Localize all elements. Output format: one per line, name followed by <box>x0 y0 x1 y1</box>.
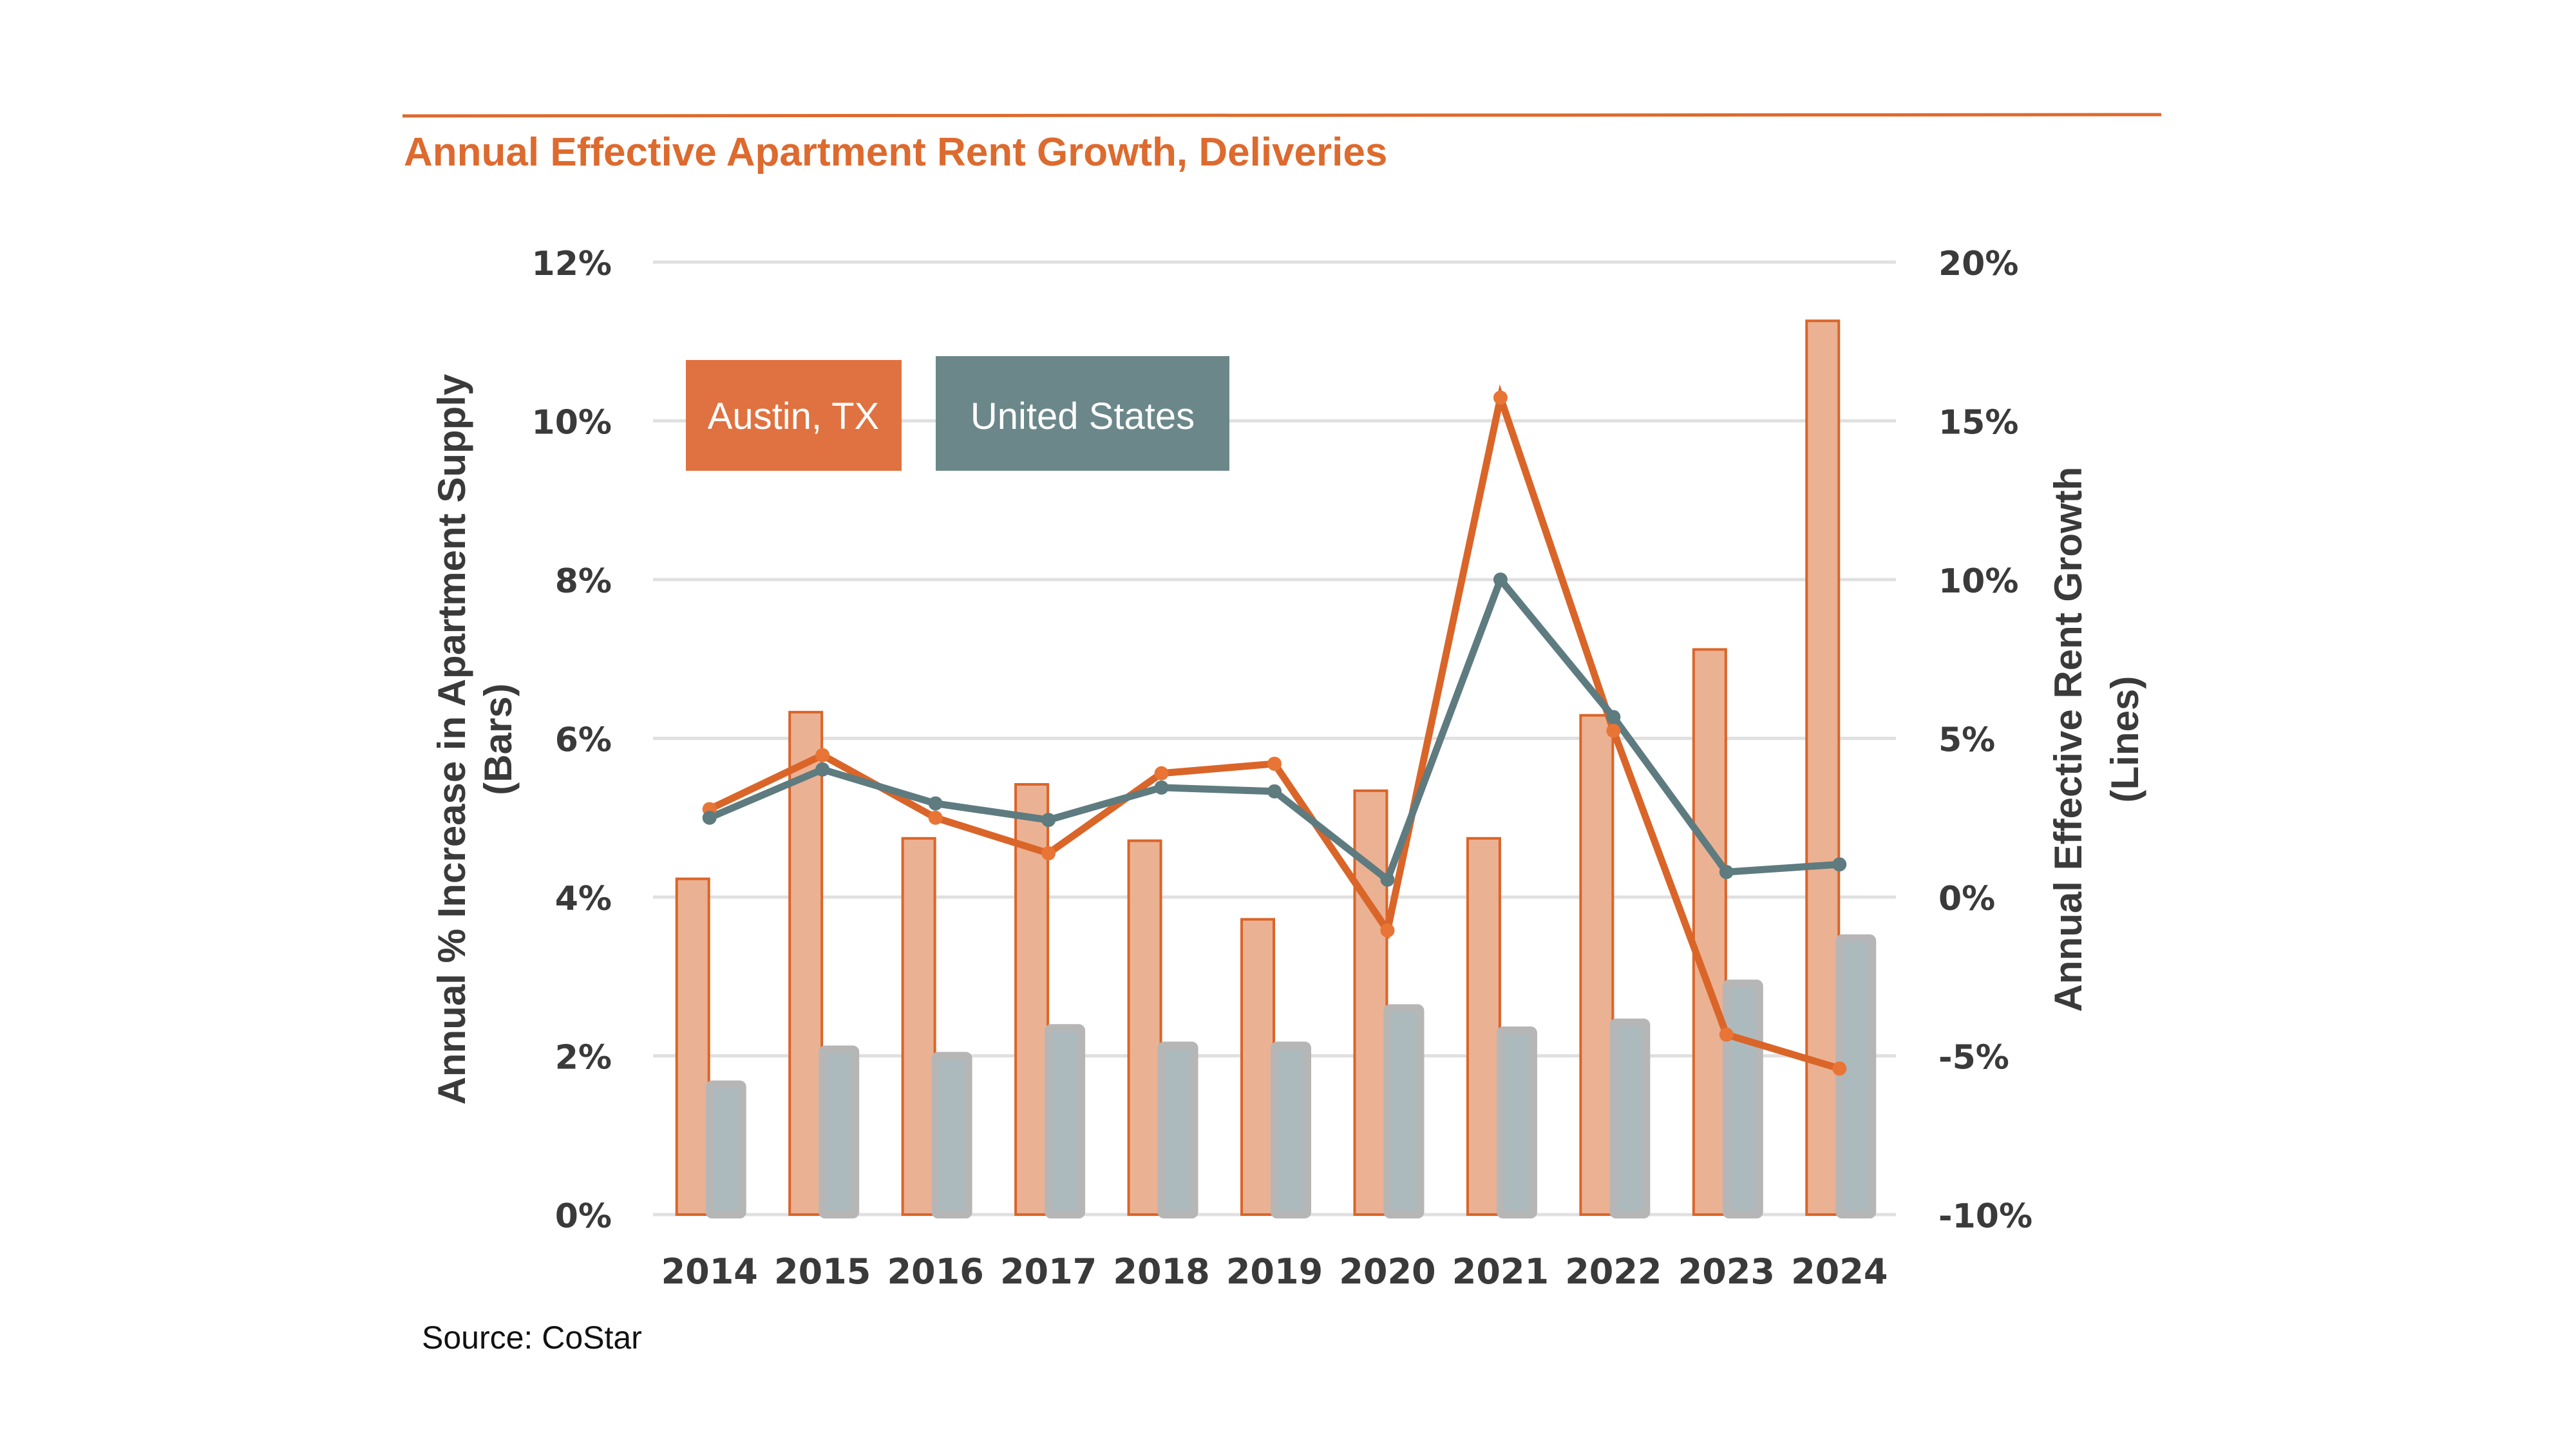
bar-united-states <box>1722 980 1763 1219</box>
marker-austin <box>1719 1027 1734 1042</box>
bar-austin <box>788 710 824 1216</box>
right-tick-label: -10% <box>1938 1197 2032 1236</box>
legend-item-austin[interactable]: Austin, TX <box>686 360 902 471</box>
lines <box>702 384 1847 1076</box>
x-tick-label: 2019 <box>1226 1251 1323 1292</box>
line-united-states <box>708 573 1840 886</box>
bar-united-states <box>1045 1024 1086 1218</box>
x-tick-label: 2021 <box>1452 1251 1549 1292</box>
title-rule <box>402 113 2162 118</box>
bar-united-states <box>1383 1004 1425 1218</box>
bar-austin <box>1579 714 1615 1216</box>
marker-austin <box>1606 723 1621 738</box>
left-axis-ticks: 0% 2% 4% 6% 8% 10% 12% <box>532 245 612 1236</box>
x-tick-label: 2014 <box>661 1251 758 1292</box>
marker-austin <box>928 810 943 825</box>
left-tick-label: 4% <box>555 880 612 918</box>
bar-united-states <box>819 1045 860 1219</box>
marker-austin <box>1154 766 1169 781</box>
bar-austin <box>1805 319 1841 1217</box>
bar-united-states <box>1496 1026 1537 1218</box>
bar-united-states <box>705 1080 746 1219</box>
left-axis-title: Annual % Increase in Apartment Supply (B… <box>430 374 520 1104</box>
bar-austin <box>901 837 936 1217</box>
chart-title: Annual Effective Apartment Rent Growth, … <box>404 130 1387 175</box>
right-axis-title: Annual Effective Rent Growth (Lines) <box>2047 467 2146 1012</box>
right-tick-label: 15% <box>1938 404 2018 442</box>
right-axis-title-line1: Annual Effective Rent Growth <box>2047 467 2090 1012</box>
marker-united-states <box>1041 813 1056 828</box>
x-tick-label: 2022 <box>1565 1251 1662 1292</box>
left-tick-label: 12% <box>532 245 612 283</box>
x-tick-label: 2015 <box>774 1251 871 1292</box>
marker-united-states <box>1267 784 1282 799</box>
marker-united-states <box>815 762 830 777</box>
legend-swatch-united-states <box>936 356 1229 471</box>
legend-label-austin: Austin, TX <box>708 395 880 437</box>
source-note: Source: CoStar <box>422 1320 642 1356</box>
marker-austin <box>1380 923 1395 938</box>
x-tick-label: 2020 <box>1339 1251 1435 1292</box>
x-tick-label: 2024 <box>1791 1251 1888 1292</box>
x-tick-label: 2023 <box>1678 1251 1775 1292</box>
left-tick-label: 2% <box>555 1039 612 1077</box>
right-tick-label: 10% <box>1938 562 2018 601</box>
marker-austin <box>1493 390 1508 405</box>
bar-united-states <box>1157 1041 1198 1218</box>
left-tick-label: 0% <box>555 1197 612 1236</box>
left-axis-title-line2: (Bars) <box>477 683 520 795</box>
legend-label-united-states: United States <box>971 395 1195 437</box>
bar-united-states <box>1271 1041 1311 1218</box>
right-axis-title-line2: (Lines) <box>2103 676 2146 803</box>
marker-united-states <box>1719 865 1734 880</box>
right-tick-label: -5% <box>1938 1039 2009 1077</box>
x-tick-label: 2018 <box>1113 1251 1209 1292</box>
right-axis-ticks: -10% -5% 0% 5% 10% 15% 20% <box>1938 245 2032 1236</box>
bar-austin <box>1240 918 1275 1216</box>
x-tick-label: 2016 <box>887 1251 983 1292</box>
bars <box>675 319 1877 1219</box>
marker-united-states <box>1832 857 1847 872</box>
right-tick-label: 20% <box>1938 245 2018 283</box>
bar-united-states <box>1609 1018 1651 1218</box>
marker-austin <box>815 748 830 762</box>
right-tick-label: 0% <box>1938 880 1995 918</box>
bar-united-states <box>1835 934 1877 1218</box>
marker-united-states <box>928 796 943 811</box>
bar-austin <box>1466 837 1501 1217</box>
bar-austin <box>1692 648 1727 1216</box>
marker-united-states <box>1154 780 1169 795</box>
marker-austin <box>1832 1061 1847 1076</box>
marker-united-states <box>702 810 717 825</box>
x-tick-label: 2017 <box>1000 1251 1097 1292</box>
left-axis-title-line1: Annual % Increase in Apartment Supply <box>430 374 473 1104</box>
bar-austin <box>1127 839 1162 1217</box>
marker-austin <box>1041 846 1056 860</box>
bar-united-states <box>931 1052 972 1219</box>
x-axis-ticks: 2014 2015 2016 2017 2018 2019 2020 2021 2022 2023… <box>661 1251 1888 1292</box>
legend-item-united-states[interactable]: United States <box>936 356 1229 471</box>
right-tick-label: 5% <box>1938 721 1995 760</box>
left-tick-label: 8% <box>555 562 612 601</box>
left-tick-label: 10% <box>532 404 612 442</box>
marker-united-states <box>1606 710 1621 724</box>
marker-united-states <box>1493 573 1508 587</box>
left-tick-label: 6% <box>555 721 612 760</box>
marker-united-states <box>1380 872 1395 887</box>
marker-austin <box>1267 756 1282 771</box>
legend-swatch-austin <box>686 360 902 471</box>
bar-austin <box>675 877 710 1216</box>
legend: Austin, TX United States <box>686 356 1229 471</box>
